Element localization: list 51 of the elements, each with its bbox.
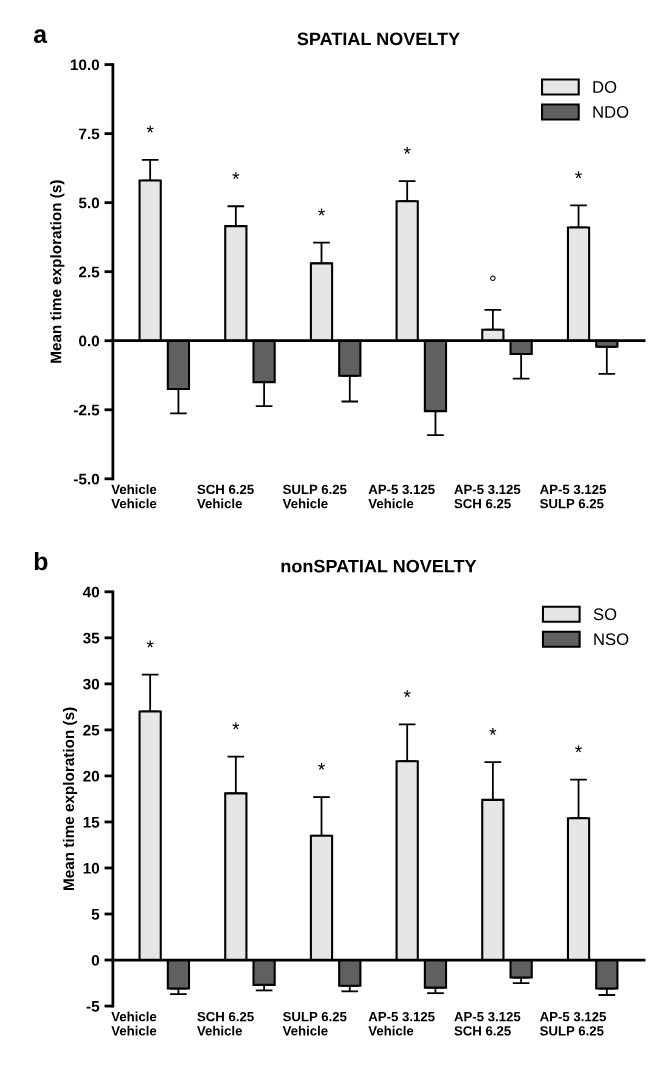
y-tick-label: 0 <box>91 954 100 966</box>
annotation: * <box>403 147 411 154</box>
x-tick-label: AP-5 3.125 SULP 6.25 <box>539 484 607 509</box>
x-tick-label: SULP 6.25 Vehicle <box>282 1011 347 1036</box>
y-tick-label: 40 <box>82 586 100 598</box>
y-tick-label: 5 <box>91 909 100 920</box>
legend-label: SO <box>593 608 617 621</box>
annotation: * <box>575 171 583 179</box>
annotation: * <box>318 763 325 770</box>
x-tick-label: Vehicle Vehicle <box>111 1011 157 1036</box>
text: b <box>34 551 48 571</box>
annotation: * <box>232 172 240 179</box>
annotation: ° <box>490 275 496 281</box>
annotation: * <box>575 745 583 753</box>
legend-label: NDO <box>593 106 629 118</box>
y-tick-label: 30 <box>83 678 100 690</box>
y-axis-title: Mean time exploration (s) <box>50 180 65 363</box>
x-tick-label: SCH 6.25 Vehicle <box>197 1011 254 1036</box>
annotation: * <box>403 690 411 698</box>
annotation: * <box>489 728 497 735</box>
chart-title: nonSPATIAL NOVELTY <box>281 559 477 573</box>
x-tick-label: AP-5 3.125 SCH 6.25 <box>454 484 521 509</box>
x-tick-label: AP-5 3.125 Vehicle <box>368 1011 435 1036</box>
y-tick-label: 10.0 <box>70 59 100 71</box>
annotation: * <box>146 640 154 648</box>
y-tick-label: 2.5 <box>78 266 100 278</box>
annotation: * <box>232 722 240 730</box>
legend-label: DO <box>593 81 617 93</box>
x-tick-label: Vehicle Vehicle <box>111 484 157 509</box>
y-tick-label: 7.5 <box>79 128 100 140</box>
annotation: * <box>318 208 325 216</box>
y-tick-label: 5.0 <box>78 197 100 209</box>
text: a <box>33 29 48 44</box>
x-tick-label: AP-5 3.125 Vehicle <box>368 484 435 509</box>
annotation: * <box>146 125 154 133</box>
y-tick-label: -2.5 <box>73 404 100 416</box>
y-tick-label: -5 <box>86 1001 100 1012</box>
chart-title: SPATIAL NOVELTY <box>297 32 460 46</box>
y-tick-label: 25 <box>83 724 100 736</box>
y-tick-label: 20 <box>83 770 100 782</box>
x-tick-label: SULP 6.25 Vehicle <box>282 484 347 509</box>
legend-label: NSO <box>594 633 629 646</box>
y-tick-label: -5.0 <box>73 473 100 485</box>
x-tick-label: AP-5 3.125 SULP 6.25 <box>539 1011 607 1036</box>
y-tick-label: 10 <box>83 862 100 874</box>
x-tick-label: SCH 6.25 Vehicle <box>197 484 254 509</box>
y-tick-label: 0.0 <box>79 335 100 347</box>
y-tick-label: 35 <box>83 632 100 644</box>
y-tick-label: 15 <box>83 816 100 828</box>
x-tick-label: AP-5 3.125 SCH 6.25 <box>454 1011 521 1036</box>
y-axis-title: Mean time exploration (s) <box>62 707 78 891</box>
